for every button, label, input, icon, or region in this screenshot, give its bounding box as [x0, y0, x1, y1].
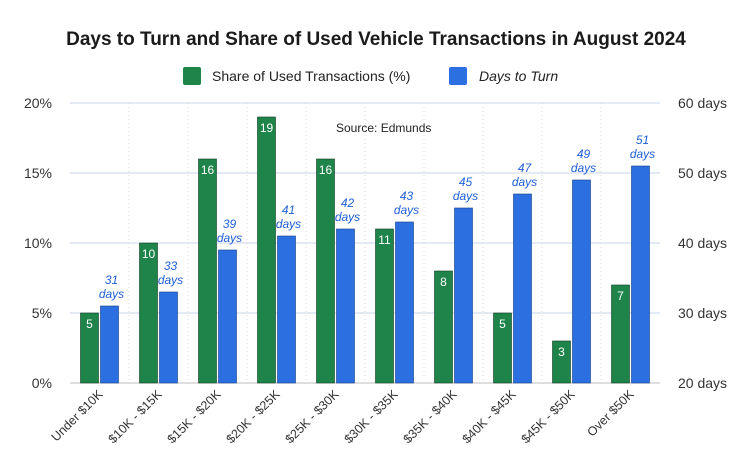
- x-axis: Under $10K $10K - $15K $15K - $20K $20K - $…: [49, 387, 638, 447]
- x-tick-label: Over $50K: [584, 387, 637, 440]
- bar-days: [277, 235, 296, 384]
- y-axis-right: 20 days 30 days 40 days 50 days 60 days: [678, 95, 727, 391]
- y-right-tick-label: 50 days: [678, 165, 727, 181]
- bar-share-label: 5: [499, 317, 506, 331]
- bar-days: [100, 305, 119, 384]
- bar-share-label: 8: [440, 275, 447, 289]
- bar-share-label: 5: [86, 317, 93, 331]
- x-tick-label: $10K - $15K: [106, 387, 166, 447]
- bar-days-label: 49 days: [571, 147, 596, 175]
- bar-share: [493, 312, 512, 384]
- bar-share: [139, 242, 158, 384]
- bar-days: [631, 165, 650, 384]
- bar-share: [375, 228, 394, 384]
- y-right-tick-label: 60 days: [678, 95, 727, 111]
- y-left-tick-label: 5%: [32, 305, 52, 321]
- bar-days-label: 33 days: [158, 259, 183, 287]
- bar-days: [336, 228, 355, 384]
- x-tick-label: Under $10K: [49, 387, 107, 445]
- y-right-tick-label: 40 days: [678, 235, 727, 251]
- bar-share-label: 10: [142, 247, 156, 261]
- source-annotation: Source: Edmunds: [336, 121, 431, 135]
- y-left-tick-label: 10%: [24, 235, 52, 251]
- bar-share-label: 11: [378, 233, 391, 247]
- legend: Share of Used Transactions (%) Days to T…: [183, 67, 558, 85]
- y-axis-left: 0% 5% 10% 15% 20%: [24, 95, 52, 391]
- bar-share-label: 16: [319, 163, 333, 177]
- x-tick-label: $15K - $20K: [165, 387, 225, 447]
- x-tick-label: $45K - $50K: [519, 387, 579, 447]
- bar-days-label: 43 days: [394, 189, 419, 217]
- bar-share-label: 7: [617, 289, 624, 303]
- y-right-tick-label: 30 days: [678, 305, 727, 321]
- bar-share-label: 19: [260, 121, 274, 135]
- bar-days-label: 41 days: [276, 203, 301, 231]
- legend-label-share: Share of Used Transactions (%): [212, 68, 410, 84]
- bar-share: [198, 158, 217, 384]
- x-tick-label: $40K - $45K: [460, 387, 520, 447]
- bar-share: [80, 312, 99, 384]
- bar-share: [257, 116, 276, 384]
- y-left-tick-label: 15%: [24, 165, 52, 181]
- bar-share-label: 3: [558, 345, 565, 359]
- gridlines: [70, 102, 660, 384]
- bar-days: [218, 249, 237, 384]
- bar-share: [434, 270, 453, 384]
- y-left-tick-label: 20%: [24, 95, 52, 111]
- x-tick-label: $20K - $25K: [224, 387, 284, 447]
- bar-days-label: 45 days: [453, 175, 478, 203]
- bar-share-label: 16: [201, 163, 215, 177]
- x-tick-label: $35K - $40K: [401, 387, 461, 447]
- bar-share: [316, 158, 335, 384]
- bar-days: [159, 291, 178, 384]
- bar-days-label: 51 days: [630, 133, 655, 161]
- x-tick-label: $25K - $30K: [283, 387, 343, 447]
- legend-label-days: Days to Turn: [479, 68, 558, 84]
- y-right-tick-label: 20 days: [678, 375, 727, 391]
- bars: [80, 116, 650, 384]
- bar-days-label: 47 days: [512, 161, 537, 189]
- bar-share: [552, 340, 571, 384]
- x-tick-label: $30K - $35K: [342, 387, 402, 447]
- bar-days-label: 39 days: [217, 217, 242, 245]
- legend-swatch-days: [449, 67, 467, 85]
- legend-swatch-share: [183, 67, 201, 85]
- bar-days: [454, 207, 473, 384]
- bar-share: [611, 284, 630, 384]
- bar-days-label: 42 days: [335, 196, 360, 224]
- bar-days: [572, 179, 591, 384]
- bar-days: [395, 221, 414, 384]
- bar-days: [513, 193, 532, 384]
- chart-title: Days to Turn and Share of Used Vehicle T…: [66, 29, 686, 50]
- bar-days-label: 31 days: [99, 273, 124, 301]
- y-left-tick-label: 0%: [32, 375, 52, 391]
